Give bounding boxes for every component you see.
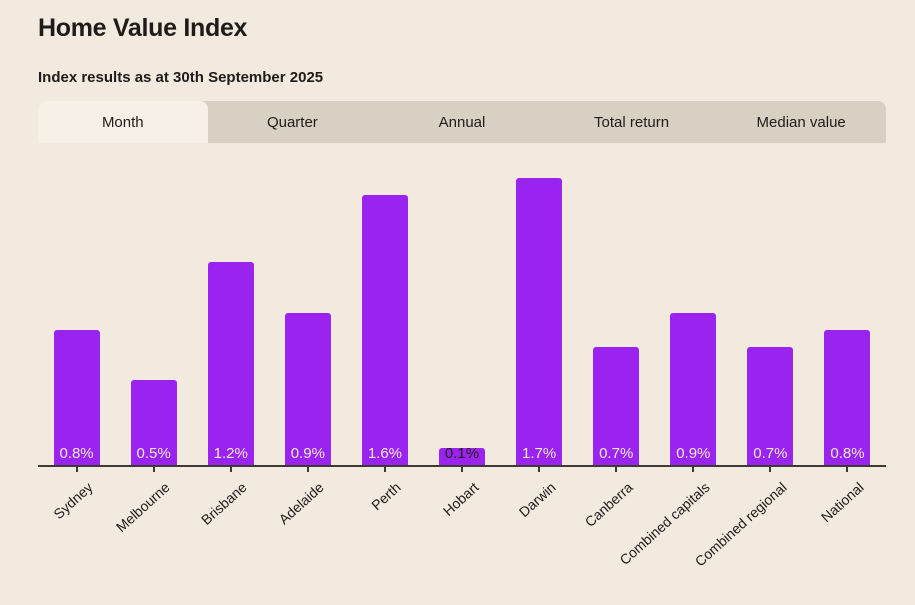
value-label-hobart: 0.1%: [444, 444, 480, 462]
bar-sydney: [53, 330, 100, 465]
tab-bar: Month Quarter Annual Total return Median val…: [38, 101, 886, 143]
tab-annual[interactable]: Annual: [438, 113, 486, 131]
x-axis-tick: [461, 467, 464, 472]
x-axis-tick: [692, 467, 695, 472]
tab-month[interactable]: Month: [38, 101, 208, 143]
bar-combined-capitals: [670, 313, 717, 465]
tab-total-return[interactable]: Total return: [594, 113, 670, 131]
bar-chart: 0.8% Sydney 0.5% Melbourne 1.2% Brisbane 0.9% A…: [38, 150, 886, 605]
tab-quarter[interactable]: Quarter: [266, 113, 318, 131]
bar-slot-combined-regional: 0.7% Combined regional: [692, 150, 809, 570]
page-subtitle: Index results as at 30th September 2025: [38, 69, 324, 86]
bar-perth: [361, 195, 408, 465]
value-label-brisbane: 1.2%: [213, 444, 248, 462]
bar-adelaide: [284, 313, 331, 465]
value-label-darwin: 1.7%: [522, 444, 557, 462]
value-label-combined-regional: 0.7%: [753, 444, 788, 462]
bar-national: [824, 330, 871, 465]
bar-darwin: [516, 178, 563, 465]
value-label-melbourne: 0.5%: [136, 444, 171, 462]
x-axis-tick: [229, 467, 232, 472]
x-axis-tick: [383, 467, 386, 472]
bar-slot-national: 0.8% National: [809, 150, 886, 525]
x-axis-tick: [615, 467, 618, 472]
bar-combined-regional: [747, 347, 794, 465]
x-axis-tick: [769, 467, 772, 472]
value-label-canberra: 0.7%: [599, 444, 634, 462]
x-axis-line: [38, 465, 886, 467]
value-label-adelaide: 0.9%: [290, 444, 325, 462]
value-label-national: 0.8%: [830, 444, 865, 462]
tab-median-value[interactable]: Median value: [756, 113, 846, 131]
x-axis-tick: [152, 467, 155, 472]
value-label-perth: 1.6%: [367, 444, 403, 462]
bar-slot-hobart: 0.1% Hobart: [423, 150, 500, 519]
bar-melbourne: [130, 380, 177, 465]
bar-slot-melbourne: 0.5% Melbourne: [113, 150, 192, 535]
x-axis-tick: [75, 467, 78, 472]
bar-brisbane: [207, 262, 254, 465]
bar-canberra: [593, 347, 640, 465]
bar-hobart: [439, 448, 486, 465]
bar-slot-sydney: 0.8% Sydney: [38, 150, 115, 522]
bar-slot-perth: 1.6% Perth: [346, 150, 423, 513]
bar-slot-adelaide: 0.9% Adelaide: [269, 150, 346, 527]
bar-slot-darwin: 1.7% Darwin: [501, 150, 578, 520]
bar-slot-brisbane: 1.2% Brisbane: [192, 150, 269, 528]
bar-slot-combined-capitals: 0.9% Combined capitals: [616, 150, 732, 568]
x-axis-tick: [846, 467, 849, 472]
page-title: Home Value Index: [38, 14, 248, 42]
value-label-combined-capitals: 0.9%: [676, 444, 711, 462]
bar-slot-canberra: 0.7% Canberra: [578, 150, 655, 530]
x-axis-tick: [538, 467, 541, 472]
value-label-sydney: 0.8%: [59, 444, 94, 462]
x-axis-tick: [306, 467, 309, 472]
plot-area: 0.8% Sydney 0.5% Melbourne 1.2% Brisbane 0.9% A…: [38, 150, 886, 570]
